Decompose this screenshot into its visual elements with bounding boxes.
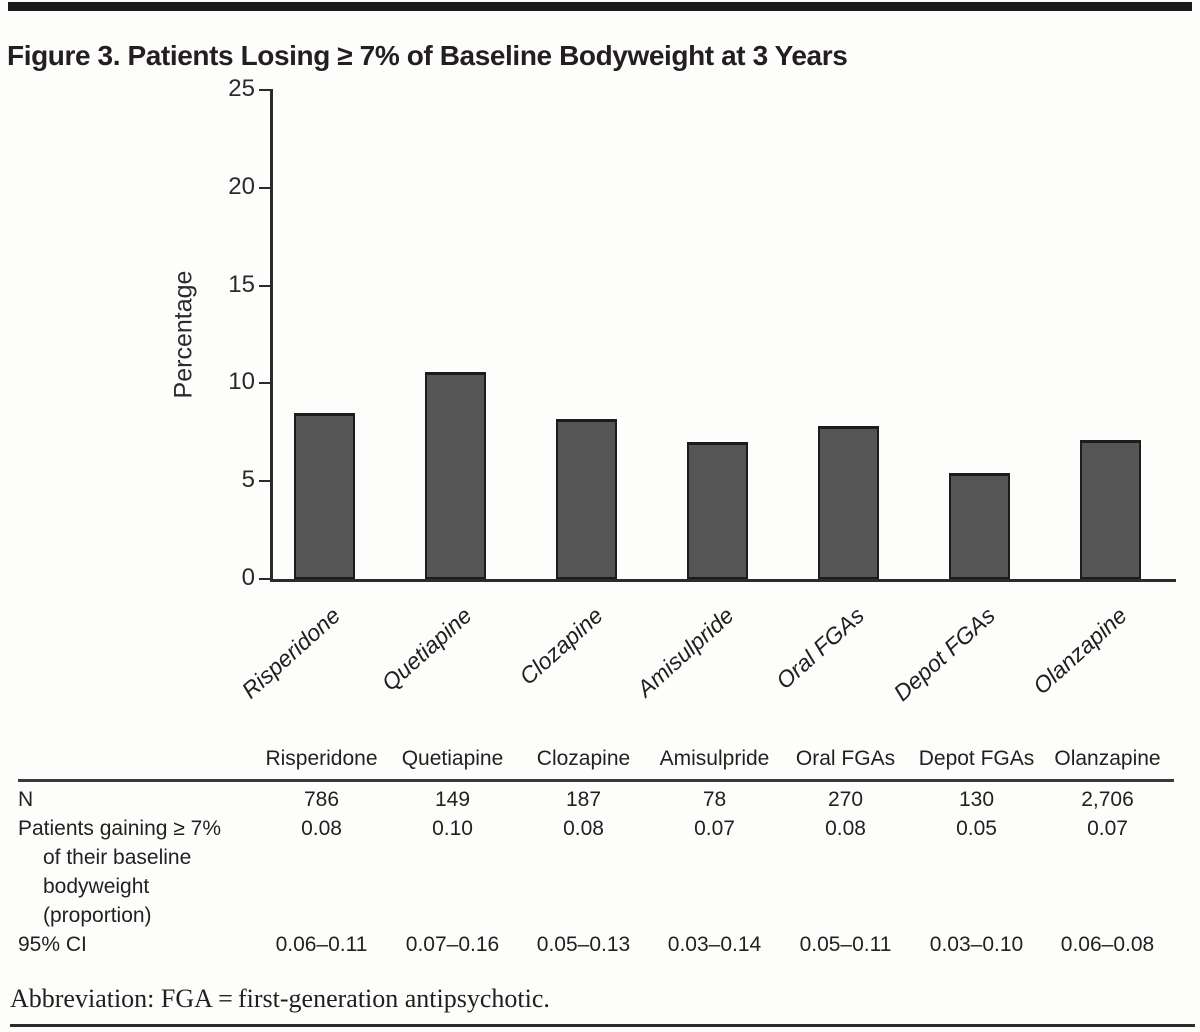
results-table: Risperidone Quetiapine Clozapine Amisulprid… <box>18 744 1174 959</box>
column-header-amisulpride: Amisulpride <box>659 747 770 770</box>
row-label-line: (proportion) <box>43 904 152 927</box>
column-header-olanzapine: Olanzapine <box>1054 747 1161 770</box>
bottom-rule <box>10 1024 1195 1027</box>
bar-quetiapine <box>425 372 486 579</box>
cell-value: 78 <box>702 788 727 811</box>
column-header-risperidone: Risperidone <box>265 747 378 770</box>
figure-title: Figure 3. Patients Losing ≥ 7% of Baseli… <box>7 39 848 71</box>
column-header-oral-fgas: Oral FGAs <box>795 747 896 770</box>
y-axis-title: Percentage <box>152 90 216 579</box>
x-category-label-depot-fgas: Depot FGAs <box>888 602 1001 706</box>
y-tick-mark <box>259 284 273 287</box>
row-label-line: bodyweight <box>43 875 150 898</box>
bar-clozapine <box>556 419 617 579</box>
row-label-line: 95% CI <box>18 933 87 956</box>
cell-value: 0.07 <box>694 817 735 840</box>
x-category-label-amisulpride: Amisulpride <box>631 602 739 702</box>
table-row-n: N 786 149 187 78 270 130 2,706 <box>18 785 1174 814</box>
row-label: 95% CI <box>18 930 256 959</box>
abbreviation-note: Abbreviation: FGA = first-generation ant… <box>10 984 550 1013</box>
top-accent-bar <box>8 2 1192 11</box>
y-tick-mark <box>259 186 273 189</box>
y-tick-mark <box>259 578 273 580</box>
y-tick-label: 25 <box>228 75 255 102</box>
cell-value: 0.10 <box>432 817 473 840</box>
y-tick-label: 10 <box>228 368 255 396</box>
table-row-95-ci: 95% CI 0.06–0.11 0.07–0.16 0.05–0.13 0.03–0.… <box>18 930 1174 959</box>
y-tick-label: 5 <box>241 466 255 494</box>
table-header-rule <box>18 779 1174 782</box>
y-tick-mark <box>259 89 273 92</box>
bar-risperidone <box>294 413 355 579</box>
column-header-clozapine: Clozapine <box>536 747 631 770</box>
cell-value: 2,706 <box>1081 788 1134 811</box>
bar-amisulpride <box>687 442 748 579</box>
table-body: N 786 149 187 78 270 130 2,706 Patients gaining … <box>18 782 1174 959</box>
bar-depot-fgas <box>949 473 1010 579</box>
table-row-patients-gaining-7: Patients gaining ≥ 7% of their baseline bo… <box>18 814 1174 930</box>
cell-value: 0.08 <box>301 817 342 840</box>
x-category-label-risperidone: Risperidone <box>236 602 346 704</box>
cell-value: 270 <box>827 788 864 811</box>
cell-value: 0.08 <box>563 817 604 840</box>
cell-value: 187 <box>565 788 602 811</box>
cell-value: 149 <box>434 788 471 811</box>
y-tick-mark <box>259 382 273 385</box>
plot-area: 0 5 10 15 20 25 Risperidone Quetiapine Clozapine… <box>228 75 1176 706</box>
cell-value: 0.05–0.13 <box>536 933 631 956</box>
x-category-label-quetiapine: Quetiapine <box>376 602 477 696</box>
cell-value: 130 <box>958 788 995 811</box>
column-header-quetiapine: Quetiapine <box>401 747 504 770</box>
x-category-label-oral-fgas: Oral FGAs <box>771 602 870 695</box>
cell-value: 0.07–0.16 <box>405 933 500 956</box>
cell-value: 0.03–0.14 <box>667 933 762 956</box>
cell-value: 0.07 <box>1087 817 1128 840</box>
x-category-label-clozapine: Clozapine <box>513 602 608 690</box>
row-label-line: of their baseline <box>43 846 192 869</box>
bar-oral-fgas <box>818 426 879 579</box>
x-category-label-olanzapine: Olanzapine <box>1027 602 1132 700</box>
cell-value: 0.05–0.11 <box>799 933 892 956</box>
cell-value: 0.06–0.08 <box>1060 933 1155 956</box>
cell-value: 0.08 <box>825 817 866 840</box>
row-label: Patients gaining ≥ 7% of their baseline bo… <box>18 814 256 930</box>
y-tick-label: 0 <box>241 564 255 591</box>
y-tick-label: 15 <box>228 270 255 298</box>
bar-olanzapine <box>1080 440 1141 579</box>
cell-value: 0.05 <box>956 817 997 840</box>
table-header-row: Risperidone Quetiapine Clozapine Amisulprid… <box>18 744 1174 779</box>
column-header-depot-fgas: Depot FGAs <box>918 747 1035 770</box>
row-label-line: Patients gaining ≥ 7% <box>18 817 221 840</box>
cell-value: 0.03–0.10 <box>929 933 1024 956</box>
cell-value: 786 <box>303 788 340 811</box>
y-tick-mark <box>259 480 273 483</box>
row-label-line: N <box>18 788 34 811</box>
cell-value: 0.06–0.11 <box>275 933 368 956</box>
y-tick-label: 20 <box>228 172 255 200</box>
row-label: N <box>18 785 256 814</box>
